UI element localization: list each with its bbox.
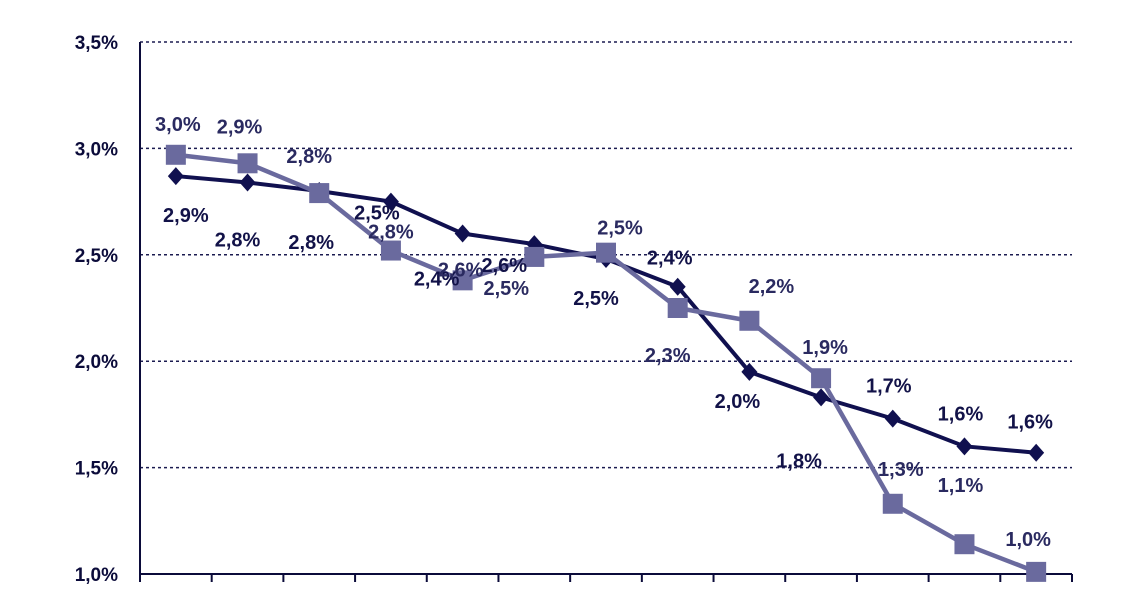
data-point-diamond (454, 224, 471, 243)
data-labels: 2,9%2,8% 2,8%2,5%2,4%2,6%2,5%2,4%2,0%1,8%… (155, 114, 1053, 551)
y-tick-label: 2,5% (75, 246, 118, 267)
data-label: 2,5% (597, 218, 643, 240)
data-label: 1,1% (938, 475, 984, 497)
data-label: 1,6% (1007, 412, 1053, 434)
data-point-square (309, 183, 330, 204)
data-label: 2,8% (288, 232, 334, 254)
data-label: 2,8% (286, 146, 332, 168)
data-point-square (596, 242, 616, 263)
data-label: 1,6% (938, 403, 984, 425)
data-label: 2,9% (217, 116, 263, 138)
data-point-diamond (1028, 443, 1045, 462)
y-tick-label: 1,0% (75, 565, 118, 586)
data-point-diamond (813, 388, 830, 407)
y-tick-label: 3,0% (75, 139, 118, 160)
y-tick-label: 1,5% (75, 459, 118, 480)
gridlines (140, 41, 1072, 469)
y-tick-label: 2,0% (75, 352, 118, 373)
data-point-diamond (239, 173, 256, 192)
data-label: 3,0% (155, 114, 201, 136)
data-point-diamond (741, 362, 758, 381)
data-label: 2,5% (573, 288, 619, 310)
data-point-square (165, 144, 186, 165)
data-point-square (380, 240, 401, 261)
data-label: 2,3% (645, 345, 691, 367)
series-lines (165, 144, 1047, 582)
data-point-square (882, 493, 903, 514)
data-label: 1,3% (878, 459, 924, 481)
data-label: 2,6% (482, 255, 528, 277)
data-point-square (739, 310, 760, 331)
data-label: 2,5% (354, 203, 400, 225)
data-point-diamond (669, 277, 686, 296)
data-point-diamond (956, 437, 973, 456)
data-label: 1,7% (866, 376, 912, 398)
data-label: 2,6% (438, 259, 484, 281)
data-point-diamond (382, 192, 399, 211)
data-point-square (1026, 561, 1047, 582)
data-point-square (811, 368, 832, 389)
data-label: 1,8% (776, 450, 822, 472)
y-tick-label: 3,5% (75, 33, 118, 54)
axes (139, 42, 1073, 582)
data-point-diamond (884, 409, 901, 428)
data-label: 2,5% (484, 278, 530, 300)
data-point-square (954, 534, 975, 555)
data-point-square (667, 298, 688, 318)
data-point-square (524, 246, 545, 267)
data-label: 2,9% (163, 205, 209, 227)
data-label: 2,2% (749, 276, 795, 298)
data-label: 2,4% (647, 248, 693, 270)
data-label: 2,8% (215, 229, 261, 251)
data-label: 2,4% (414, 269, 460, 291)
data-point-square (237, 153, 258, 174)
y-tick-labels: 1,0% 1,5% 2,0% 2,5% 3,0% 3,5% (75, 33, 118, 586)
data-label: 2,0% (715, 391, 761, 413)
data-label: 2,8% (368, 222, 414, 244)
data-label: 1,0% (1005, 529, 1051, 551)
data-point-diamond (167, 167, 184, 186)
data-label: 1,9% (802, 337, 848, 359)
data-point-square (452, 270, 473, 291)
